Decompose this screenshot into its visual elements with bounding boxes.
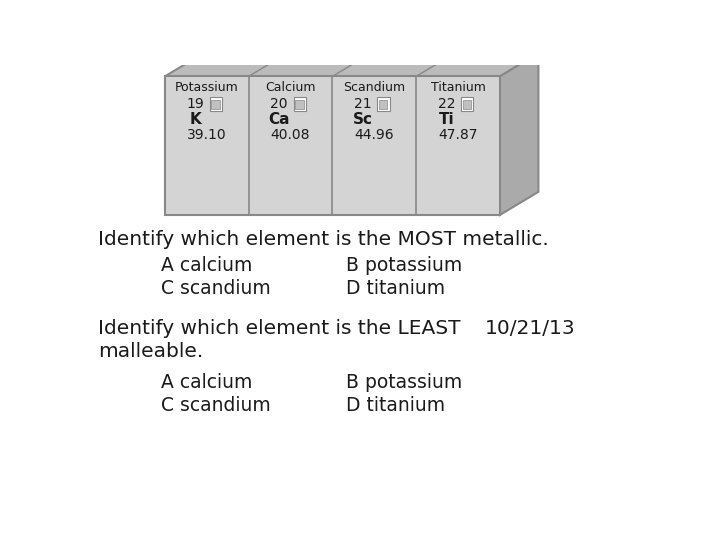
Text: 47.87: 47.87 xyxy=(438,128,478,142)
Bar xyxy=(212,100,220,109)
Text: malleable.: malleable. xyxy=(98,342,203,361)
Text: Calcium: Calcium xyxy=(265,80,316,93)
Text: C scandium: C scandium xyxy=(161,279,271,298)
Text: Ca: Ca xyxy=(269,112,289,127)
Text: 21: 21 xyxy=(354,97,372,111)
Bar xyxy=(210,97,222,111)
Bar xyxy=(379,100,387,109)
Text: B potassium: B potassium xyxy=(346,373,462,392)
Bar xyxy=(377,97,390,111)
Text: A calcium: A calcium xyxy=(161,373,253,392)
Text: A calcium: A calcium xyxy=(161,256,253,275)
Polygon shape xyxy=(165,53,539,76)
Bar xyxy=(461,97,474,111)
Text: Identify which element is the LEAST: Identify which element is the LEAST xyxy=(98,319,461,338)
Text: 19: 19 xyxy=(186,97,204,111)
Polygon shape xyxy=(500,53,539,215)
Text: Ti: Ti xyxy=(438,112,454,127)
Text: 22: 22 xyxy=(438,97,455,111)
Text: Scandium: Scandium xyxy=(343,80,405,93)
Text: 20: 20 xyxy=(270,97,288,111)
Text: B potassium: B potassium xyxy=(346,256,462,275)
Text: C scandium: C scandium xyxy=(161,396,271,415)
Text: 10/21/13: 10/21/13 xyxy=(485,319,575,338)
Text: 39.10: 39.10 xyxy=(187,128,227,142)
Bar xyxy=(294,97,306,111)
Text: K: K xyxy=(189,112,201,127)
Text: D titanium: D titanium xyxy=(346,279,445,298)
Text: Potassium: Potassium xyxy=(175,80,239,93)
Text: 44.96: 44.96 xyxy=(354,128,394,142)
Bar xyxy=(295,100,304,109)
Text: Identify which element is the MOST metallic.: Identify which element is the MOST metal… xyxy=(98,231,549,249)
Text: Sc: Sc xyxy=(353,112,373,127)
Text: D titanium: D titanium xyxy=(346,396,445,415)
Bar xyxy=(463,100,471,109)
Bar xyxy=(165,76,500,215)
Text: 40.08: 40.08 xyxy=(271,128,310,142)
Text: Titanium: Titanium xyxy=(431,80,485,93)
